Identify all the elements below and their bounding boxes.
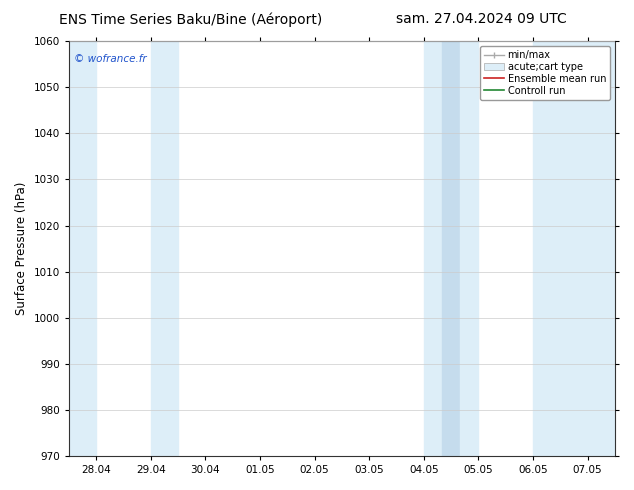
Bar [69,41,96,456]
Bar [533,41,615,456]
Bar [460,41,478,456]
Text: © wofrance.fr: © wofrance.fr [74,54,147,64]
Y-axis label: Surface Pressure (hPa): Surface Pressure (hPa) [15,182,28,315]
Bar [424,41,442,456]
Bar [151,41,178,456]
Bar [442,41,460,456]
Legend: min/max, acute;cart type, Ensemble mean run, Controll run: min/max, acute;cart type, Ensemble mean … [481,46,610,99]
Text: ENS Time Series Baku/Bine (Aéroport): ENS Time Series Baku/Bine (Aéroport) [58,12,322,27]
Text: sam. 27.04.2024 09 UTC: sam. 27.04.2024 09 UTC [396,12,567,26]
